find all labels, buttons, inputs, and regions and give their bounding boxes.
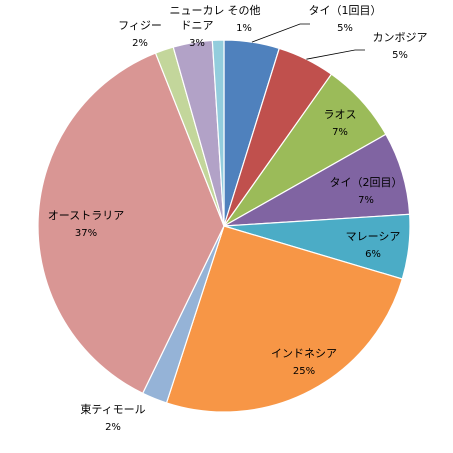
slice-percent-6: 2%	[105, 422, 121, 433]
slice-name-2: ラオス	[324, 108, 357, 121]
slice-label-10: その他 1%	[228, 4, 261, 34]
slice-label-7: オーストラリア 37%	[48, 209, 124, 239]
slice-percent-7: 37%	[75, 228, 97, 239]
slice-label-4: マレーシア 6%	[346, 230, 401, 260]
slice-percent-9: 3%	[189, 38, 205, 49]
slice-percent-4: 6%	[365, 249, 381, 260]
slice-name-9-0: ニューカレ	[170, 4, 225, 17]
slice-label-2: ラオス 7%	[324, 108, 357, 138]
slice-name-7: オーストラリア	[48, 209, 124, 222]
slice-percent-3: 7%	[358, 195, 374, 206]
slice-label-3: タイ（2回目） 7%	[330, 176, 403, 206]
slice-percent-1: 5%	[392, 50, 408, 61]
slice-label-0: タイ（1回目） 5%	[309, 4, 382, 34]
slice-label-1: カンボジア 5%	[373, 31, 428, 61]
leader-line-0	[251, 23, 310, 43]
slice-name-3: タイ（2回目）	[330, 176, 403, 189]
slice-percent-2: 7%	[332, 127, 348, 138]
slice-percent-0: 5%	[337, 23, 353, 34]
slice-name-0: タイ（1回目）	[309, 4, 382, 17]
slice-percent-5: 25%	[293, 366, 315, 377]
slice-percent-8: 2%	[132, 38, 148, 49]
slice-name-4: マレーシア	[346, 230, 401, 243]
slice-name-5: インドネシア	[271, 347, 337, 360]
slice-label-5: インドネシア 25%	[271, 347, 337, 377]
slice-name-1: カンボジア	[373, 31, 428, 44]
pie-slice-7	[37, 52, 225, 395]
slice-name-10: その他	[228, 4, 261, 17]
slice-name-8: フィジー	[118, 19, 162, 32]
slice-percent-10: 1%	[236, 23, 252, 34]
slice-label-8: フィジー 2%	[118, 19, 162, 49]
slice-label-6: 東ティモール 2%	[80, 403, 145, 433]
pie-slice-10	[211, 39, 225, 227]
pie-slice-5	[165, 225, 404, 413]
slice-name-9-1: ドニア	[181, 19, 214, 32]
slice-name-6: 東ティモール	[80, 403, 145, 416]
leader-line-1	[306, 49, 365, 60]
